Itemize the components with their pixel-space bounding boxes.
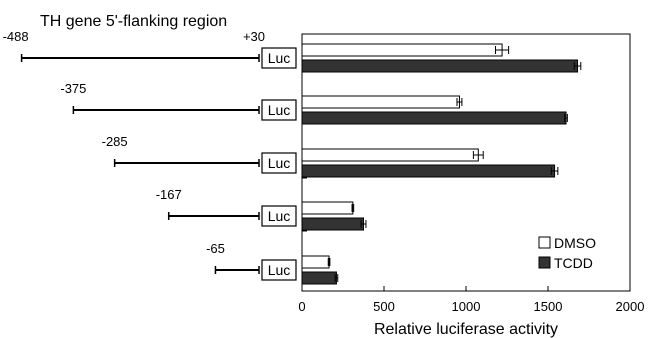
- luc-box: [261, 47, 297, 69]
- legend-swatch: [538, 236, 551, 249]
- bar-tcdd: [301, 164, 556, 178]
- luc-box: [261, 99, 297, 121]
- x-tick-label: 2000: [616, 299, 645, 314]
- legend-label: DMSO: [554, 235, 596, 251]
- construct-label: -285: [102, 134, 128, 149]
- x-tick-label: 0: [298, 299, 305, 314]
- construct-label: -167: [156, 187, 182, 202]
- bar-dmso: [301, 148, 479, 162]
- luc-box: [261, 259, 297, 281]
- luc-label: Luc: [268, 262, 291, 278]
- construct-label: -488: [3, 29, 29, 44]
- construct-label: -65: [206, 241, 225, 256]
- bar-dmso: [301, 43, 503, 57]
- end-position-label: +30: [243, 29, 265, 44]
- bar-dmso: [301, 95, 460, 109]
- luc-label: Luc: [268, 50, 291, 66]
- legend-swatch: [538, 256, 551, 269]
- bar-tcdd: [301, 217, 364, 231]
- luc-box: [261, 152, 297, 174]
- x-tick-label: 500: [373, 299, 395, 314]
- construct-label: -375: [60, 81, 86, 96]
- luc-label: Luc: [268, 155, 291, 171]
- luc-label: Luc: [268, 102, 291, 118]
- x-tick-label: 1000: [452, 299, 481, 314]
- luc-box: [261, 205, 297, 227]
- x-axis-label: Relative luciferase activity: [374, 321, 558, 338]
- bar-tcdd: [301, 59, 579, 73]
- chart-title: TH gene 5'-flanking region: [40, 13, 227, 30]
- bar-dmso: [301, 255, 330, 269]
- plot-frame: [301, 33, 631, 292]
- bar-tcdd: [301, 271, 337, 285]
- bar-dmso: [301, 201, 354, 215]
- luc-label: Luc: [268, 208, 291, 224]
- x-tick-label: 1500: [534, 299, 563, 314]
- legend-label: TCDD: [554, 255, 593, 271]
- bar-tcdd: [301, 111, 567, 125]
